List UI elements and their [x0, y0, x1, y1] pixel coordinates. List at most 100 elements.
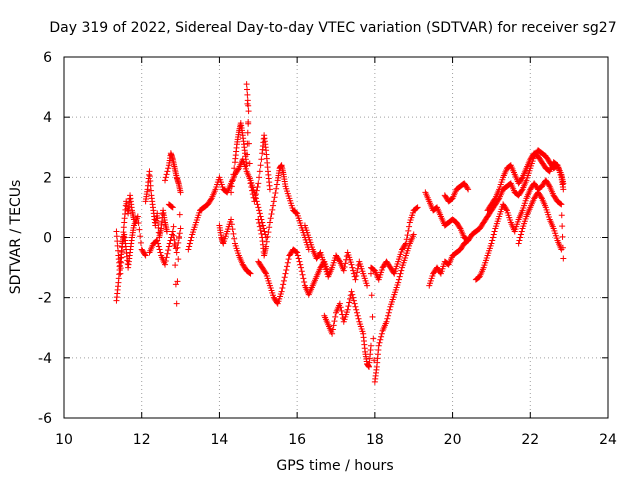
data-point: [406, 223, 413, 230]
data-point: [231, 235, 238, 242]
data-point: [255, 204, 262, 211]
data-point: [553, 161, 560, 168]
data-point: [230, 171, 237, 178]
data-point: [270, 198, 277, 205]
data-point: [490, 231, 497, 238]
data-point: [285, 256, 292, 263]
data-point: [297, 261, 304, 268]
data-point: [488, 240, 495, 247]
data-point: [395, 276, 402, 283]
data-point: [244, 91, 251, 98]
data-point: [228, 221, 235, 228]
data-point: [185, 246, 192, 253]
data-point: [298, 268, 305, 275]
data-point: [456, 224, 463, 231]
x-tick-label: 14: [211, 432, 229, 448]
data-point: [353, 273, 360, 280]
data-point: [558, 201, 565, 208]
data-point: [263, 243, 270, 250]
data-point: [188, 234, 195, 241]
data-point: [464, 185, 471, 192]
data-point: [176, 233, 183, 240]
data-point: [375, 342, 382, 349]
data-point: [271, 194, 278, 201]
data-point: [557, 200, 564, 207]
x-tick-label: 22: [521, 432, 539, 448]
data-point: [246, 269, 253, 276]
data-point: [187, 237, 194, 244]
data-point: [243, 81, 250, 88]
data-point: [398, 267, 405, 274]
data-point: [173, 249, 180, 256]
data-point: [166, 202, 173, 209]
data-point: [350, 294, 357, 301]
data-point: [251, 198, 258, 205]
data-point: [137, 239, 144, 246]
data-point: [142, 252, 149, 259]
data-point: [329, 330, 336, 337]
series-t10: [255, 246, 332, 307]
data-point: [397, 270, 404, 277]
data-point: [176, 211, 183, 218]
data-point: [282, 270, 289, 277]
data-point: [117, 270, 124, 277]
data-point: [329, 326, 336, 333]
data-point: [410, 231, 417, 238]
data-point: [155, 243, 162, 250]
data-point: [341, 263, 348, 270]
data-point: [169, 228, 176, 235]
series-t2: [113, 213, 149, 304]
data-point: [378, 330, 385, 337]
data-point: [244, 151, 251, 158]
y-tick-label: 2: [43, 170, 52, 186]
data-point: [371, 357, 378, 364]
data-point: [248, 183, 255, 190]
data-point: [352, 303, 359, 310]
data-point: [134, 213, 141, 220]
data-point: [404, 232, 411, 239]
data-point: [300, 275, 307, 282]
data-point: [402, 240, 409, 247]
data-point: [166, 240, 173, 247]
data-point: [269, 206, 276, 213]
data-point: [265, 229, 272, 236]
series-t19: [484, 150, 567, 214]
data-point: [340, 267, 347, 274]
y-tick-label: 0: [43, 231, 52, 247]
data-point: [283, 266, 290, 273]
data-point: [254, 201, 261, 208]
data-point: [383, 318, 390, 325]
data-point: [175, 239, 182, 246]
data-point: [367, 342, 374, 349]
data-point: [163, 171, 170, 178]
data-point: [364, 282, 371, 289]
data-point: [395, 279, 402, 286]
data-point: [345, 303, 352, 310]
data-point: [273, 181, 280, 188]
data-point: [170, 232, 177, 239]
data-point: [331, 318, 338, 325]
data-point: [252, 191, 259, 198]
data-point: [256, 220, 263, 227]
data-point: [262, 269, 269, 276]
data-point: [350, 267, 357, 274]
data-point: [229, 177, 236, 184]
data-point: [515, 240, 522, 247]
data-point: [298, 264, 305, 271]
data-point: [235, 166, 242, 173]
data-point: [172, 281, 179, 288]
data-point: [491, 228, 498, 235]
x-tick-label: 20: [444, 432, 462, 448]
data-point: [174, 244, 181, 251]
data-point: [174, 278, 181, 285]
series-t20: [515, 189, 565, 253]
x-tick-label: 10: [55, 432, 73, 448]
data-point: [352, 276, 359, 283]
data-point: [396, 273, 403, 280]
data-point: [280, 281, 287, 288]
data-point: [299, 271, 306, 278]
data-point: [378, 333, 385, 340]
x-tick-label: 16: [288, 432, 306, 448]
data-point: [252, 194, 259, 201]
data-point: [503, 206, 510, 213]
